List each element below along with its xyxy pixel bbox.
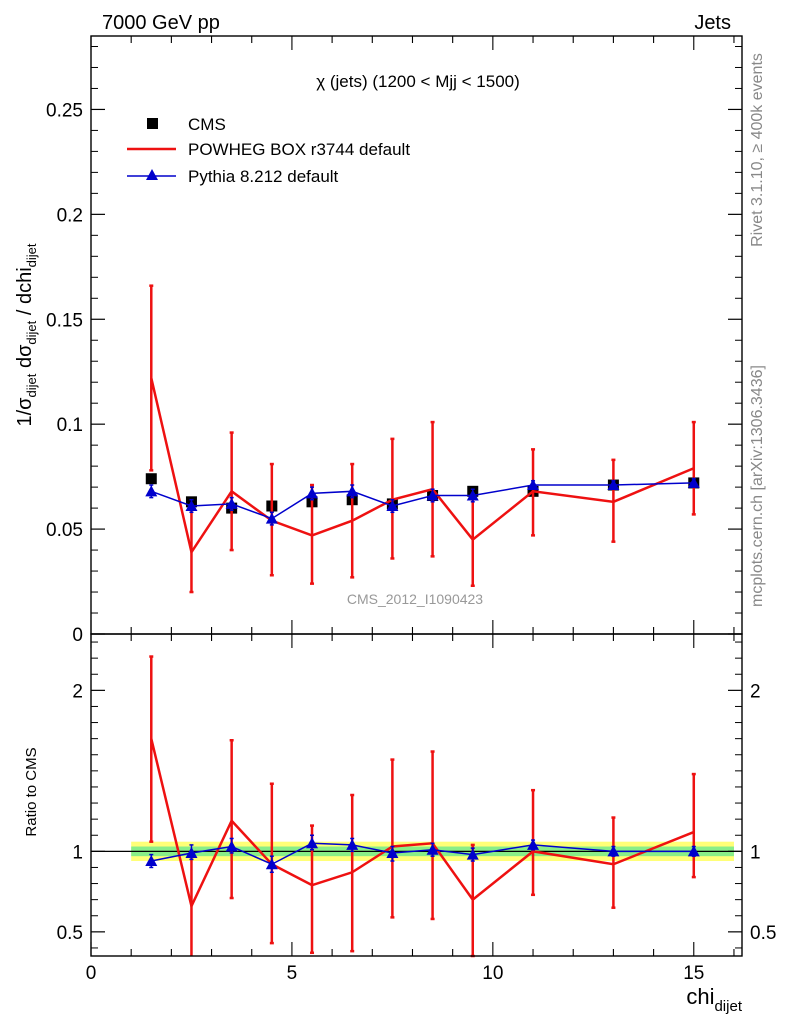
x-tick-label: 10 [482,963,503,984]
legend-powheg-label: POWHEG BOX r3744 default [188,140,410,159]
data-point [145,473,157,485]
data-point [527,479,540,491]
mcplots-label: mcplots.cern.ch [arXiv:1306.3436] [749,365,766,607]
data-point [346,838,359,850]
series-pythia [145,476,700,526]
x-tick-label: 0 [86,963,97,984]
data-point [426,843,439,855]
main-panel: 0 0.05 0.1 0.15 0.2 0.25 χ (jets) (1200 < Mjj… [14,35,743,646]
x-tick-label: 15 [683,963,704,984]
main-y-tick-label: 0.25 [46,100,83,121]
data-point [386,500,399,512]
data-point [185,846,198,858]
main-y-label-text: 1/σdijet dσdijet / dchidijet [14,243,39,426]
data-point [527,838,540,850]
series-powheg [149,284,696,594]
ratio-frame [90,633,743,957]
ratio-y-label: Ratio to CMS [23,747,40,836]
main-y-ticks: 0 0.05 0.1 0.15 0.2 0.25 [46,45,742,646]
legend: CMS POWHEG BOX r3744 default Pythia 8.21… [127,115,410,186]
legend-pythia-marker [146,169,158,180]
main-y-tick-label: 0.05 [46,520,83,541]
main-title: χ (jets) (1200 < Mjj < 1500) [316,72,520,91]
x-tick-label: 5 [287,963,298,984]
data-point [145,485,158,497]
watermark: CMS_2012_I1090423 [347,591,483,607]
data-point [687,476,700,488]
data-point [346,485,359,497]
rivet-label: Rivet 3.1.10, ≥ 400k events [749,53,766,247]
ratio-x-ticks: 0 5 10 15 [86,634,735,984]
data-point [466,848,479,860]
series-line [151,482,694,520]
ratio-panel: 0.5 0.5 1 1 2 2 0 5 10 15 Ratio to CMS chidijet [23,633,776,1015]
ratio-y-tick-label-right: 1 [750,842,761,863]
data-point [306,487,319,499]
data-point [466,489,479,501]
main-y-tick-label: 0.1 [57,415,83,436]
legend-pythia-label: Pythia 8.212 default [188,167,339,186]
data-point [265,512,278,524]
x-axis-label: chidijet [686,984,742,1015]
main-y-tick-label: 0.15 [46,310,83,331]
ratio-y-tick-label-right: 0.5 [750,923,776,944]
main-y-tick-label: 0.2 [57,205,83,226]
data-point [145,855,158,867]
data-point [386,846,399,858]
series-powheg [149,655,696,958]
data-point [607,479,620,491]
series-line [150,738,695,910]
main-data [145,284,700,594]
ratio-y-tick-label: 0.5 [57,923,83,944]
ratio-y-tick-label: 2 [72,681,83,702]
main-y-tick-label: 0 [72,625,83,646]
main-x-ticks [90,36,735,634]
ratio-y-tick-label-right: 2 [750,681,761,702]
header-left: 7000 GeV pp [102,12,220,34]
ratio-data [145,655,700,958]
data-point [225,497,238,509]
data-point [687,845,700,857]
series-line [150,377,695,556]
data-point [426,489,439,501]
series-line [151,842,694,866]
data-point [225,840,238,852]
series-pythia [145,834,700,874]
header-right: Jets [694,12,731,34]
data-point [185,500,198,512]
legend-cms-marker [147,118,158,129]
data-point [306,837,319,849]
legend-cms-label: CMS [188,115,226,134]
data-point [265,858,278,870]
ratio-y-tick-label: 1 [72,842,83,863]
data-point [607,845,620,857]
main-y-label: 1/σdijet dσdijet / dchidijet [14,243,39,426]
ratio-y-ticks: 0.5 0.5 1 1 2 2 [57,641,776,949]
